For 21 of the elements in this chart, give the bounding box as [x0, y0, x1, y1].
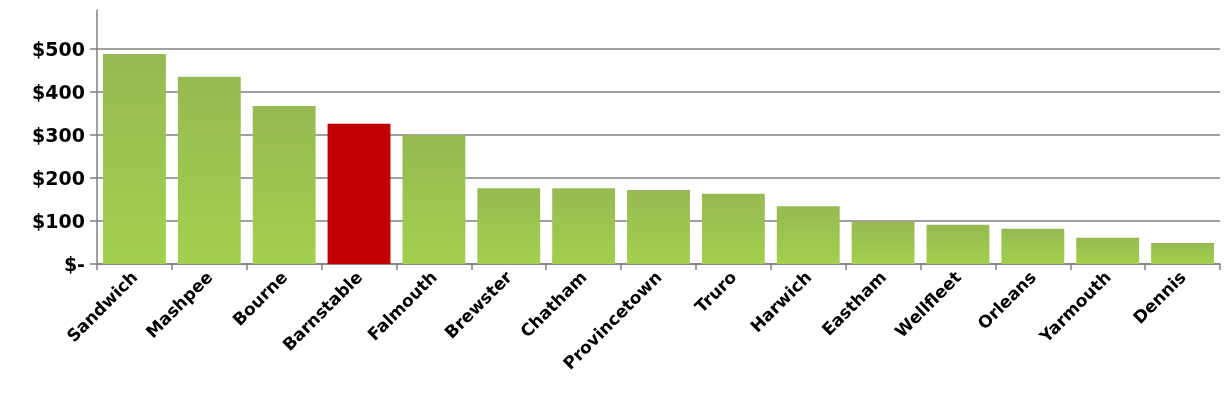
bar — [327, 123, 391, 264]
bar — [1001, 228, 1065, 264]
y-tick-label: $200 — [32, 166, 85, 189]
bar — [776, 206, 840, 264]
bar — [252, 106, 316, 264]
bar — [1076, 237, 1140, 264]
bar — [1151, 242, 1215, 264]
bar — [926, 224, 990, 264]
y-tick-label: $300 — [32, 123, 85, 146]
bar — [477, 188, 541, 264]
bar — [851, 221, 915, 264]
y-tick-label: $100 — [32, 209, 85, 232]
y-tick-label: $- — [63, 253, 85, 275]
y-tick-label: $500 — [32, 37, 85, 60]
bar — [402, 135, 466, 264]
bar — [552, 188, 616, 264]
y-tick-label: $400 — [32, 80, 85, 103]
bar — [102, 53, 166, 264]
bar — [627, 189, 690, 264]
bar — [177, 76, 241, 264]
bar — [701, 193, 765, 264]
